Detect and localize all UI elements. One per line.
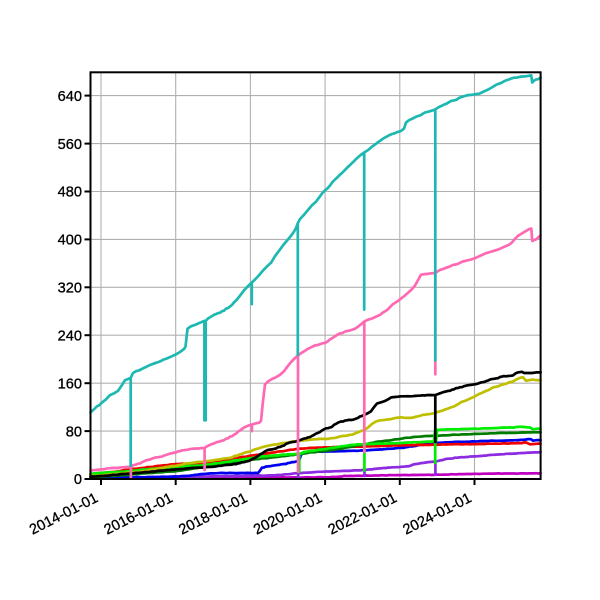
svg-text:400: 400	[58, 233, 82, 249]
svg-text:640: 640	[58, 89, 82, 105]
svg-text:80: 80	[66, 424, 82, 440]
svg-text:480: 480	[58, 185, 82, 201]
svg-text:0: 0	[74, 472, 82, 488]
svg-text:560: 560	[58, 137, 82, 153]
svg-text:160: 160	[58, 376, 82, 392]
svg-text:240: 240	[58, 328, 82, 344]
svg-text:320: 320	[58, 281, 82, 297]
